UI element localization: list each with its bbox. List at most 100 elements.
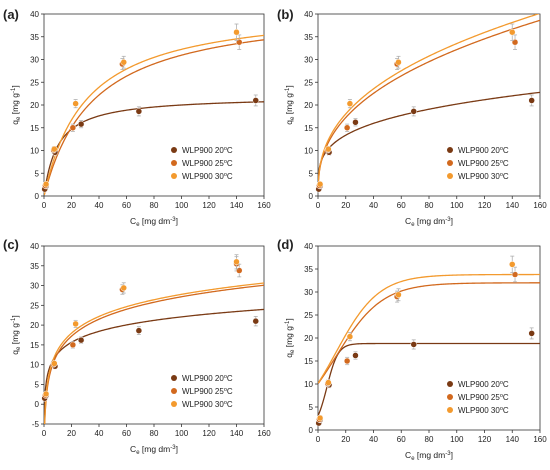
x-tick-label: 0 xyxy=(316,435,321,444)
x-tick-label: 120 xyxy=(478,201,492,210)
y-tick-label: 25 xyxy=(30,78,39,87)
y-tick-label: 40 xyxy=(30,10,39,19)
marker xyxy=(252,97,259,104)
x-tick-label: 160 xyxy=(533,201,547,210)
marker xyxy=(395,58,402,66)
y-tick-label: 40 xyxy=(30,242,39,251)
marker xyxy=(316,414,324,422)
x-axis-title: Ce [mg dm-3] xyxy=(405,216,453,228)
marker xyxy=(69,124,77,131)
y-tick-label: 5 xyxy=(35,169,40,178)
data-point xyxy=(509,23,516,41)
data-point xyxy=(42,180,50,188)
marker xyxy=(410,341,417,348)
y-tick-label: 40 xyxy=(304,10,313,19)
x-tick-label: 60 xyxy=(397,201,406,210)
y-tick-label: 15 xyxy=(30,341,39,350)
chart-panel: (c)0 20 40 60 80 100 120 140 160-505101520253035… xyxy=(3,237,271,456)
x-tick-label: 40 xyxy=(95,201,104,210)
marker xyxy=(325,145,332,153)
data-point xyxy=(343,123,351,132)
marker xyxy=(233,28,240,36)
marker xyxy=(77,120,85,128)
marker xyxy=(51,360,58,367)
marker xyxy=(69,341,77,349)
data-point xyxy=(511,34,519,50)
marker xyxy=(346,333,354,340)
legend-marker xyxy=(447,173,453,179)
x-tick-label: 20 xyxy=(67,201,76,210)
marker xyxy=(135,327,143,334)
data-point xyxy=(325,145,332,153)
panel-label: (a) xyxy=(3,7,19,22)
y-tick-label: 35 xyxy=(304,33,313,42)
x-tick-label: 60 xyxy=(397,435,406,444)
x-tick-label: 100 xyxy=(175,201,189,210)
legend-label: WLP900 25oC xyxy=(182,387,233,396)
y-tick-label: 10 xyxy=(30,361,39,370)
y-tick-label: -5 xyxy=(32,420,40,429)
y-tick-label: 35 xyxy=(30,262,39,271)
legend-marker xyxy=(447,381,453,387)
legend-marker xyxy=(171,401,177,407)
fit-curve xyxy=(44,284,264,424)
y-tick-label: 25 xyxy=(304,311,313,320)
legend-marker xyxy=(171,388,177,394)
plot-frame xyxy=(43,245,265,425)
y-tick-label: 20 xyxy=(304,334,313,343)
x-tick-label: 80 xyxy=(150,201,159,210)
y-tick-label: 35 xyxy=(30,33,39,42)
data-point xyxy=(51,360,58,367)
x-tick-label: 140 xyxy=(506,201,520,210)
x-tick-label: 0 xyxy=(316,201,321,210)
fit-curve xyxy=(318,91,540,178)
legend-marker xyxy=(447,147,453,153)
marker xyxy=(343,124,351,131)
y-tick-label: 15 xyxy=(304,357,313,366)
marker xyxy=(120,284,127,292)
y-tick-label: 5 xyxy=(309,169,314,178)
x-tick-label: 140 xyxy=(506,435,520,444)
data-point xyxy=(77,120,85,129)
marker xyxy=(316,180,324,188)
fit-curve xyxy=(318,282,540,384)
marker xyxy=(352,352,359,359)
y-tick-label: 0 xyxy=(309,426,314,435)
legend-marker xyxy=(171,147,177,153)
fit-curve xyxy=(44,39,264,196)
data-point xyxy=(352,118,359,127)
x-tick-label: 160 xyxy=(533,435,547,444)
y-tick-label: 10 xyxy=(304,380,313,389)
x-tick-label: 120 xyxy=(202,429,216,438)
panel-label: (c) xyxy=(3,237,19,252)
marker xyxy=(236,267,243,274)
data-point xyxy=(509,255,516,274)
marker xyxy=(72,320,79,328)
y-tick-label: 0 xyxy=(35,400,40,409)
y-tick-label: 40 xyxy=(304,242,313,251)
y-tick-label: 20 xyxy=(304,101,313,110)
y-tick-label: 15 xyxy=(30,124,39,133)
marker xyxy=(352,119,359,126)
y-axis-title: qe [mg g-1] xyxy=(10,85,22,124)
y-tick-label: 5 xyxy=(35,380,40,389)
data-point xyxy=(325,379,332,386)
legend-marker xyxy=(171,160,177,166)
marker xyxy=(410,108,417,115)
y-tick-label: 25 xyxy=(30,301,39,310)
marker xyxy=(343,357,351,365)
x-tick-label: 80 xyxy=(425,201,434,210)
x-axis-title: Ce [mg dm-3] xyxy=(130,216,178,228)
x-tick-label: 100 xyxy=(450,435,464,444)
panel-label: (b) xyxy=(277,7,294,22)
legend-marker xyxy=(447,407,453,413)
x-tick-label: 160 xyxy=(257,201,271,210)
legend-label: WLP900 20oC xyxy=(182,146,233,155)
data-point xyxy=(69,123,77,132)
legend-label: WLP900 30oC xyxy=(458,406,509,415)
marker xyxy=(509,28,516,36)
x-tick-label: 120 xyxy=(478,435,492,444)
marker xyxy=(77,336,85,344)
data-point xyxy=(69,341,77,349)
